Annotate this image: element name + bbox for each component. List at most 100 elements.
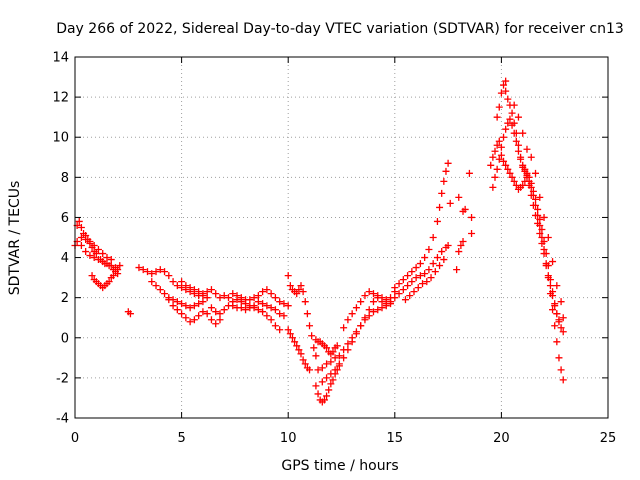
data-point [512, 137, 520, 145]
data-point [387, 294, 395, 302]
data-point [540, 213, 548, 221]
data-point [487, 161, 495, 169]
data-point [421, 254, 429, 262]
data-point [103, 260, 111, 268]
data-point [116, 262, 124, 270]
y-tick-label: 6 [61, 211, 69, 226]
data-point [203, 294, 211, 302]
data-point [532, 211, 540, 219]
data-point [500, 157, 508, 165]
data-point [327, 380, 335, 388]
data-point [207, 286, 215, 294]
data-point [361, 292, 369, 300]
data-point [308, 332, 316, 340]
data-point [557, 324, 565, 332]
data-point [216, 310, 224, 318]
data-point [161, 268, 169, 276]
data-point [340, 324, 348, 332]
data-point [557, 298, 565, 306]
data-point [553, 310, 561, 318]
data-point [212, 290, 220, 298]
data-point [429, 260, 437, 268]
data-point [425, 246, 433, 254]
y-tick-label: 14 [52, 51, 69, 66]
data-point [169, 278, 177, 286]
data-point [297, 282, 305, 290]
data-point [259, 308, 267, 316]
data-point [399, 276, 407, 284]
data-point [542, 262, 550, 270]
axis-ticks: 0 5 10 15 20 25 -4 -2 0 2 4 6 8 10 12 14 [52, 51, 616, 447]
data-point [88, 272, 96, 280]
data-point [527, 191, 535, 199]
data-point [506, 169, 514, 177]
data-point [254, 292, 262, 300]
x-tick-label: 15 [387, 431, 404, 446]
data-point [440, 256, 448, 264]
data-point [216, 316, 224, 324]
data-point [365, 306, 373, 314]
data-point [333, 342, 341, 350]
data-point [369, 308, 377, 316]
data-point [165, 272, 173, 280]
data-point [559, 328, 567, 336]
data-point [229, 302, 237, 310]
data-point [502, 77, 510, 85]
data-point [536, 193, 544, 201]
data-point [378, 304, 386, 312]
data-point [329, 376, 337, 384]
y-tick-label: 4 [61, 251, 69, 266]
data-point [416, 272, 424, 280]
y-axis-label: SDTVAR / TECUs [7, 181, 23, 296]
data-point [216, 294, 224, 302]
data-point [459, 238, 467, 246]
grid [75, 57, 608, 418]
data-point [186, 284, 194, 292]
data-point [318, 378, 326, 386]
data-point [237, 294, 245, 302]
data-point [327, 358, 335, 366]
data-point [504, 119, 512, 127]
data-point [408, 278, 416, 286]
data-point [335, 352, 343, 360]
x-tick-label: 10 [280, 431, 297, 446]
data-point [404, 272, 412, 280]
data-point [77, 234, 85, 241]
data-point [195, 312, 203, 320]
data-point [378, 298, 386, 306]
data-point [514, 113, 522, 121]
y-tick-label: -4 [56, 412, 69, 427]
data-point [259, 288, 267, 296]
data-point [446, 199, 454, 207]
data-point [107, 262, 115, 270]
data-point [504, 95, 512, 103]
data-point [250, 294, 258, 302]
data-point [186, 304, 194, 312]
data-point [489, 183, 497, 191]
data-point [497, 151, 505, 159]
data-point [555, 316, 563, 324]
data-point [374, 294, 382, 302]
data-point [510, 119, 518, 127]
data-point [436, 203, 444, 211]
data-point [105, 278, 113, 286]
data-point [468, 229, 476, 237]
data-point [468, 213, 476, 221]
data-point [263, 286, 271, 294]
data-point [517, 153, 525, 161]
data-point [271, 306, 279, 314]
data-point [514, 141, 522, 149]
data-point [212, 320, 220, 328]
data-point [203, 310, 211, 318]
data-point [82, 236, 90, 244]
data-point [203, 288, 211, 296]
data-point [195, 288, 203, 296]
data-point [329, 348, 337, 356]
data-point [182, 302, 190, 310]
y-tick-label: 10 [52, 131, 69, 146]
data-point [220, 306, 228, 314]
data-point [327, 370, 335, 378]
data-point [546, 276, 554, 284]
data-point [310, 344, 318, 352]
